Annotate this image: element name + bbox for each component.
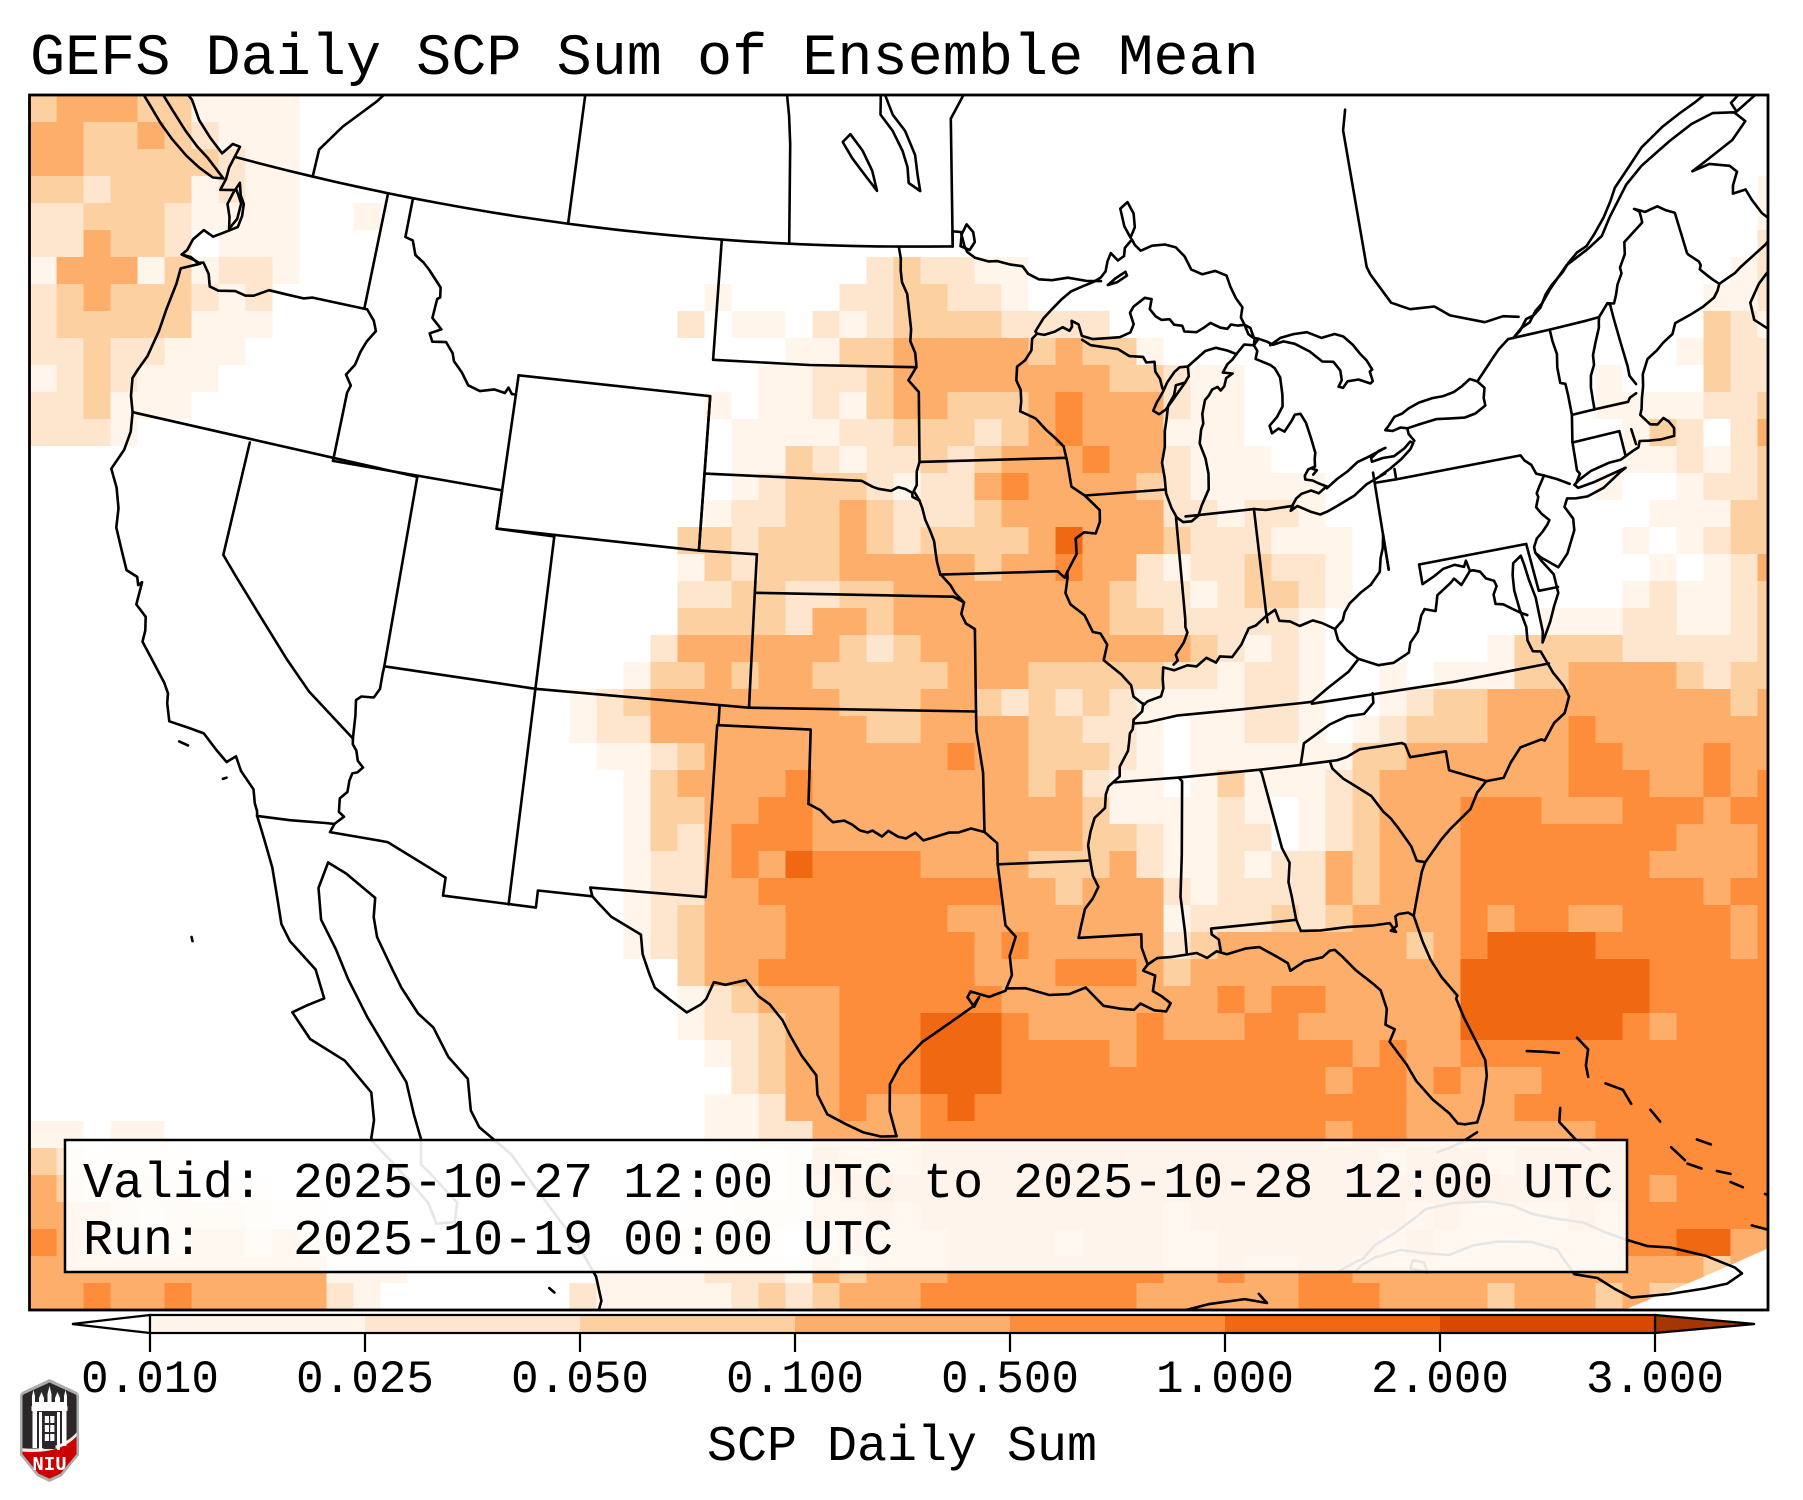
svg-text:Run: 2025-10-19 00:00 UTC: Run: 2025-10-19 00:00 UTC — [83, 1213, 893, 1270]
svg-text:0.025: 0.025 — [296, 1354, 434, 1406]
svg-text:0.500: 0.500 — [941, 1354, 1079, 1406]
svg-text:1.000: 1.000 — [1156, 1354, 1294, 1406]
svg-text:0.010: 0.010 — [81, 1354, 219, 1406]
svg-text:NIU: NIU — [32, 1454, 66, 1476]
svg-text:Valid: 2025-10-27 12:00 UTC to: Valid: 2025-10-27 12:00 UTC to 2025-10-2… — [83, 1156, 1613, 1213]
svg-text:SCP Daily Sum: SCP Daily Sum — [707, 1419, 1097, 1476]
svg-text:GEFS Daily SCP Sum of Ensemble: GEFS Daily SCP Sum of Ensemble Mean — [30, 25, 1259, 92]
svg-text:0.100: 0.100 — [726, 1354, 864, 1406]
svg-text:2.000: 2.000 — [1371, 1354, 1509, 1406]
svg-text:3.000: 3.000 — [1586, 1354, 1724, 1406]
svg-text:0.050: 0.050 — [511, 1354, 649, 1406]
